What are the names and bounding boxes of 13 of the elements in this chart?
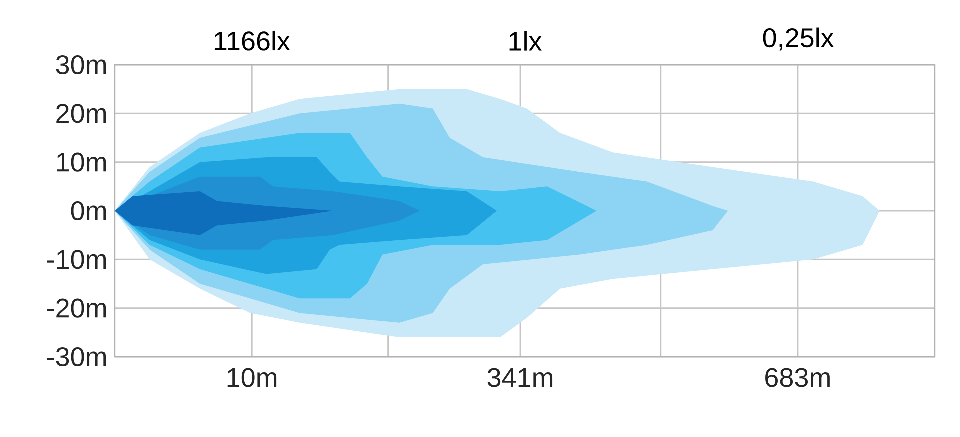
x-tick-label: 683m bbox=[766, 368, 830, 388]
x-tick-label: 341m bbox=[488, 368, 553, 388]
y-tick-label: -20m bbox=[47, 298, 106, 318]
y-tick-label: 20m bbox=[56, 104, 106, 124]
x-tick-label: 10m bbox=[228, 368, 277, 388]
text: 1lx bbox=[510, 31, 542, 51]
y-tick-label: 10m bbox=[57, 152, 106, 172]
text: 0,25lx bbox=[763, 28, 834, 51]
y-tick-label: -10m bbox=[47, 250, 106, 270]
y-tick-label: -30m bbox=[47, 347, 106, 367]
y-tick-label: 30m bbox=[56, 55, 106, 75]
text: 1166lx bbox=[214, 30, 290, 51]
y-tick-label: 0m bbox=[71, 201, 106, 221]
